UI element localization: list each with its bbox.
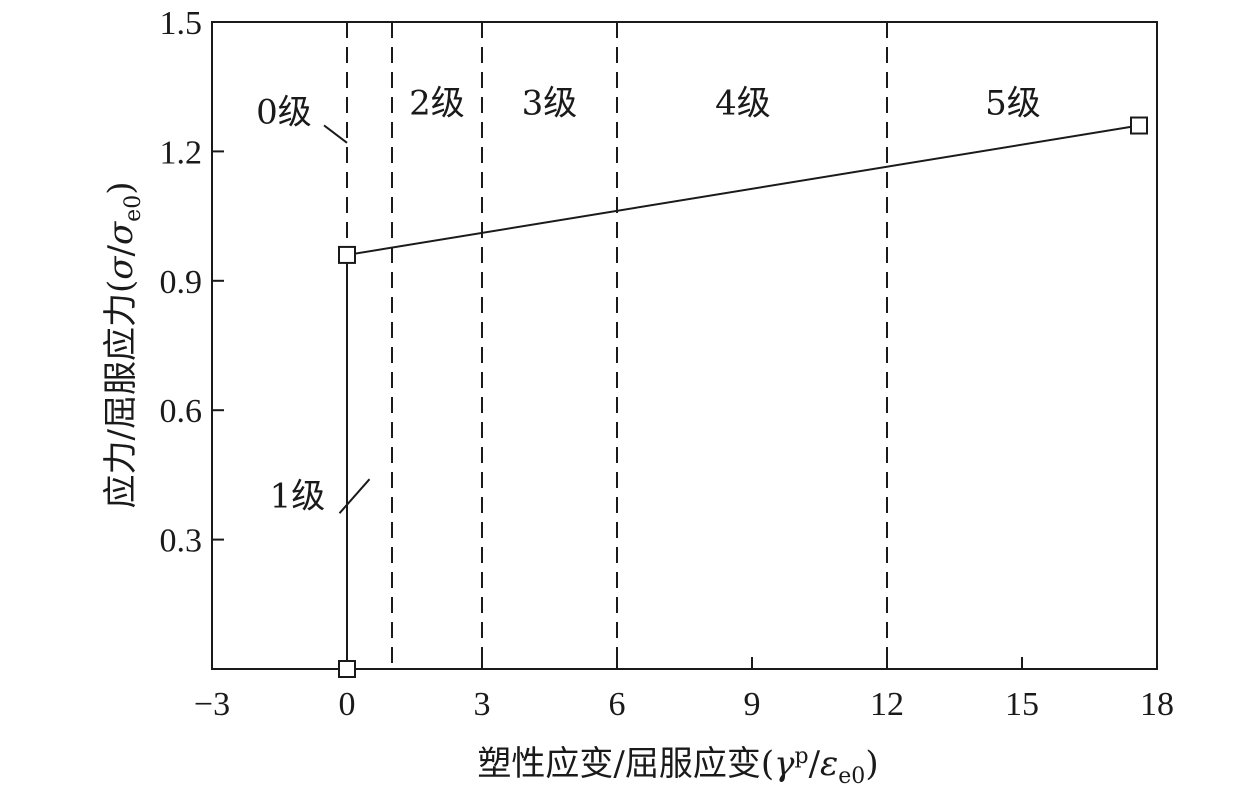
stage-leader-line <box>323 124 348 144</box>
ticks: −3 0 3 6 9 12 15 18 0.3 0.6 0.9 1.2 1.5 <box>160 5 1175 723</box>
y-axis-title-sub: e0 <box>121 195 146 222</box>
y-axis-title-main: 应力/屈服应力( <box>101 280 141 509</box>
x-tick-label: 18 <box>1140 686 1174 723</box>
y-tick-label: 0.6 <box>160 393 203 430</box>
y-tick-label: 0.3 <box>160 523 203 560</box>
x-tick-label: 12 <box>870 686 904 723</box>
y-tick-label: 1.2 <box>160 134 203 171</box>
plot-frame <box>211 21 1158 670</box>
stage-leader-line <box>338 478 371 514</box>
y-axis-title-slash: / <box>101 245 141 257</box>
stage-label: 5级 <box>985 84 1041 124</box>
x-axis-title-symbol2: ε <box>820 744 838 784</box>
series-line <box>346 124 1140 669</box>
x-axis-title: 塑性应变/屈服应变(γp/εe0) <box>477 744 878 789</box>
stage-label: 2级 <box>409 84 465 124</box>
y-axis-title: 应力/屈服应力(σ/σe0) <box>101 182 146 509</box>
x-tick-label: 6 <box>609 686 626 723</box>
y-axis-title-close: ) <box>101 182 141 195</box>
x-axis-title-sub: e0 <box>838 764 865 789</box>
x-tick-label: 15 <box>1005 686 1039 723</box>
y-tick-label: 1.5 <box>160 5 203 42</box>
x-tick-label: 9 <box>744 686 761 723</box>
y-axis-title-symbol2: σ <box>101 221 141 245</box>
y-axis-title-symbol: σ <box>101 256 141 280</box>
data-point-marker <box>338 245 356 264</box>
x-tick-label: −3 <box>194 686 230 723</box>
stage-label: 3级 <box>522 84 578 124</box>
x-axis-title-slash: / <box>809 744 821 784</box>
data-series <box>338 116 1148 678</box>
x-tick-label: 0 <box>339 686 356 723</box>
data-point-marker <box>338 660 356 678</box>
stage-label: 1级 <box>270 476 326 516</box>
data-point-marker <box>1130 116 1148 135</box>
stage-label: 0级 <box>256 92 312 132</box>
stage-label: 4级 <box>715 84 771 124</box>
x-axis-title-sup: p <box>794 744 808 769</box>
stage-labels: 0级 1级 2级 3级 4级 5级 <box>256 84 1041 517</box>
x-axis-title-symbol: γ <box>774 744 795 784</box>
x-axis-title-main: 塑性应变/屈服应变( <box>477 744 774 784</box>
x-axis-title-close: ) <box>865 744 878 784</box>
x-tick-label: 3 <box>474 686 491 723</box>
y-tick-label: 0.9 <box>160 264 203 301</box>
